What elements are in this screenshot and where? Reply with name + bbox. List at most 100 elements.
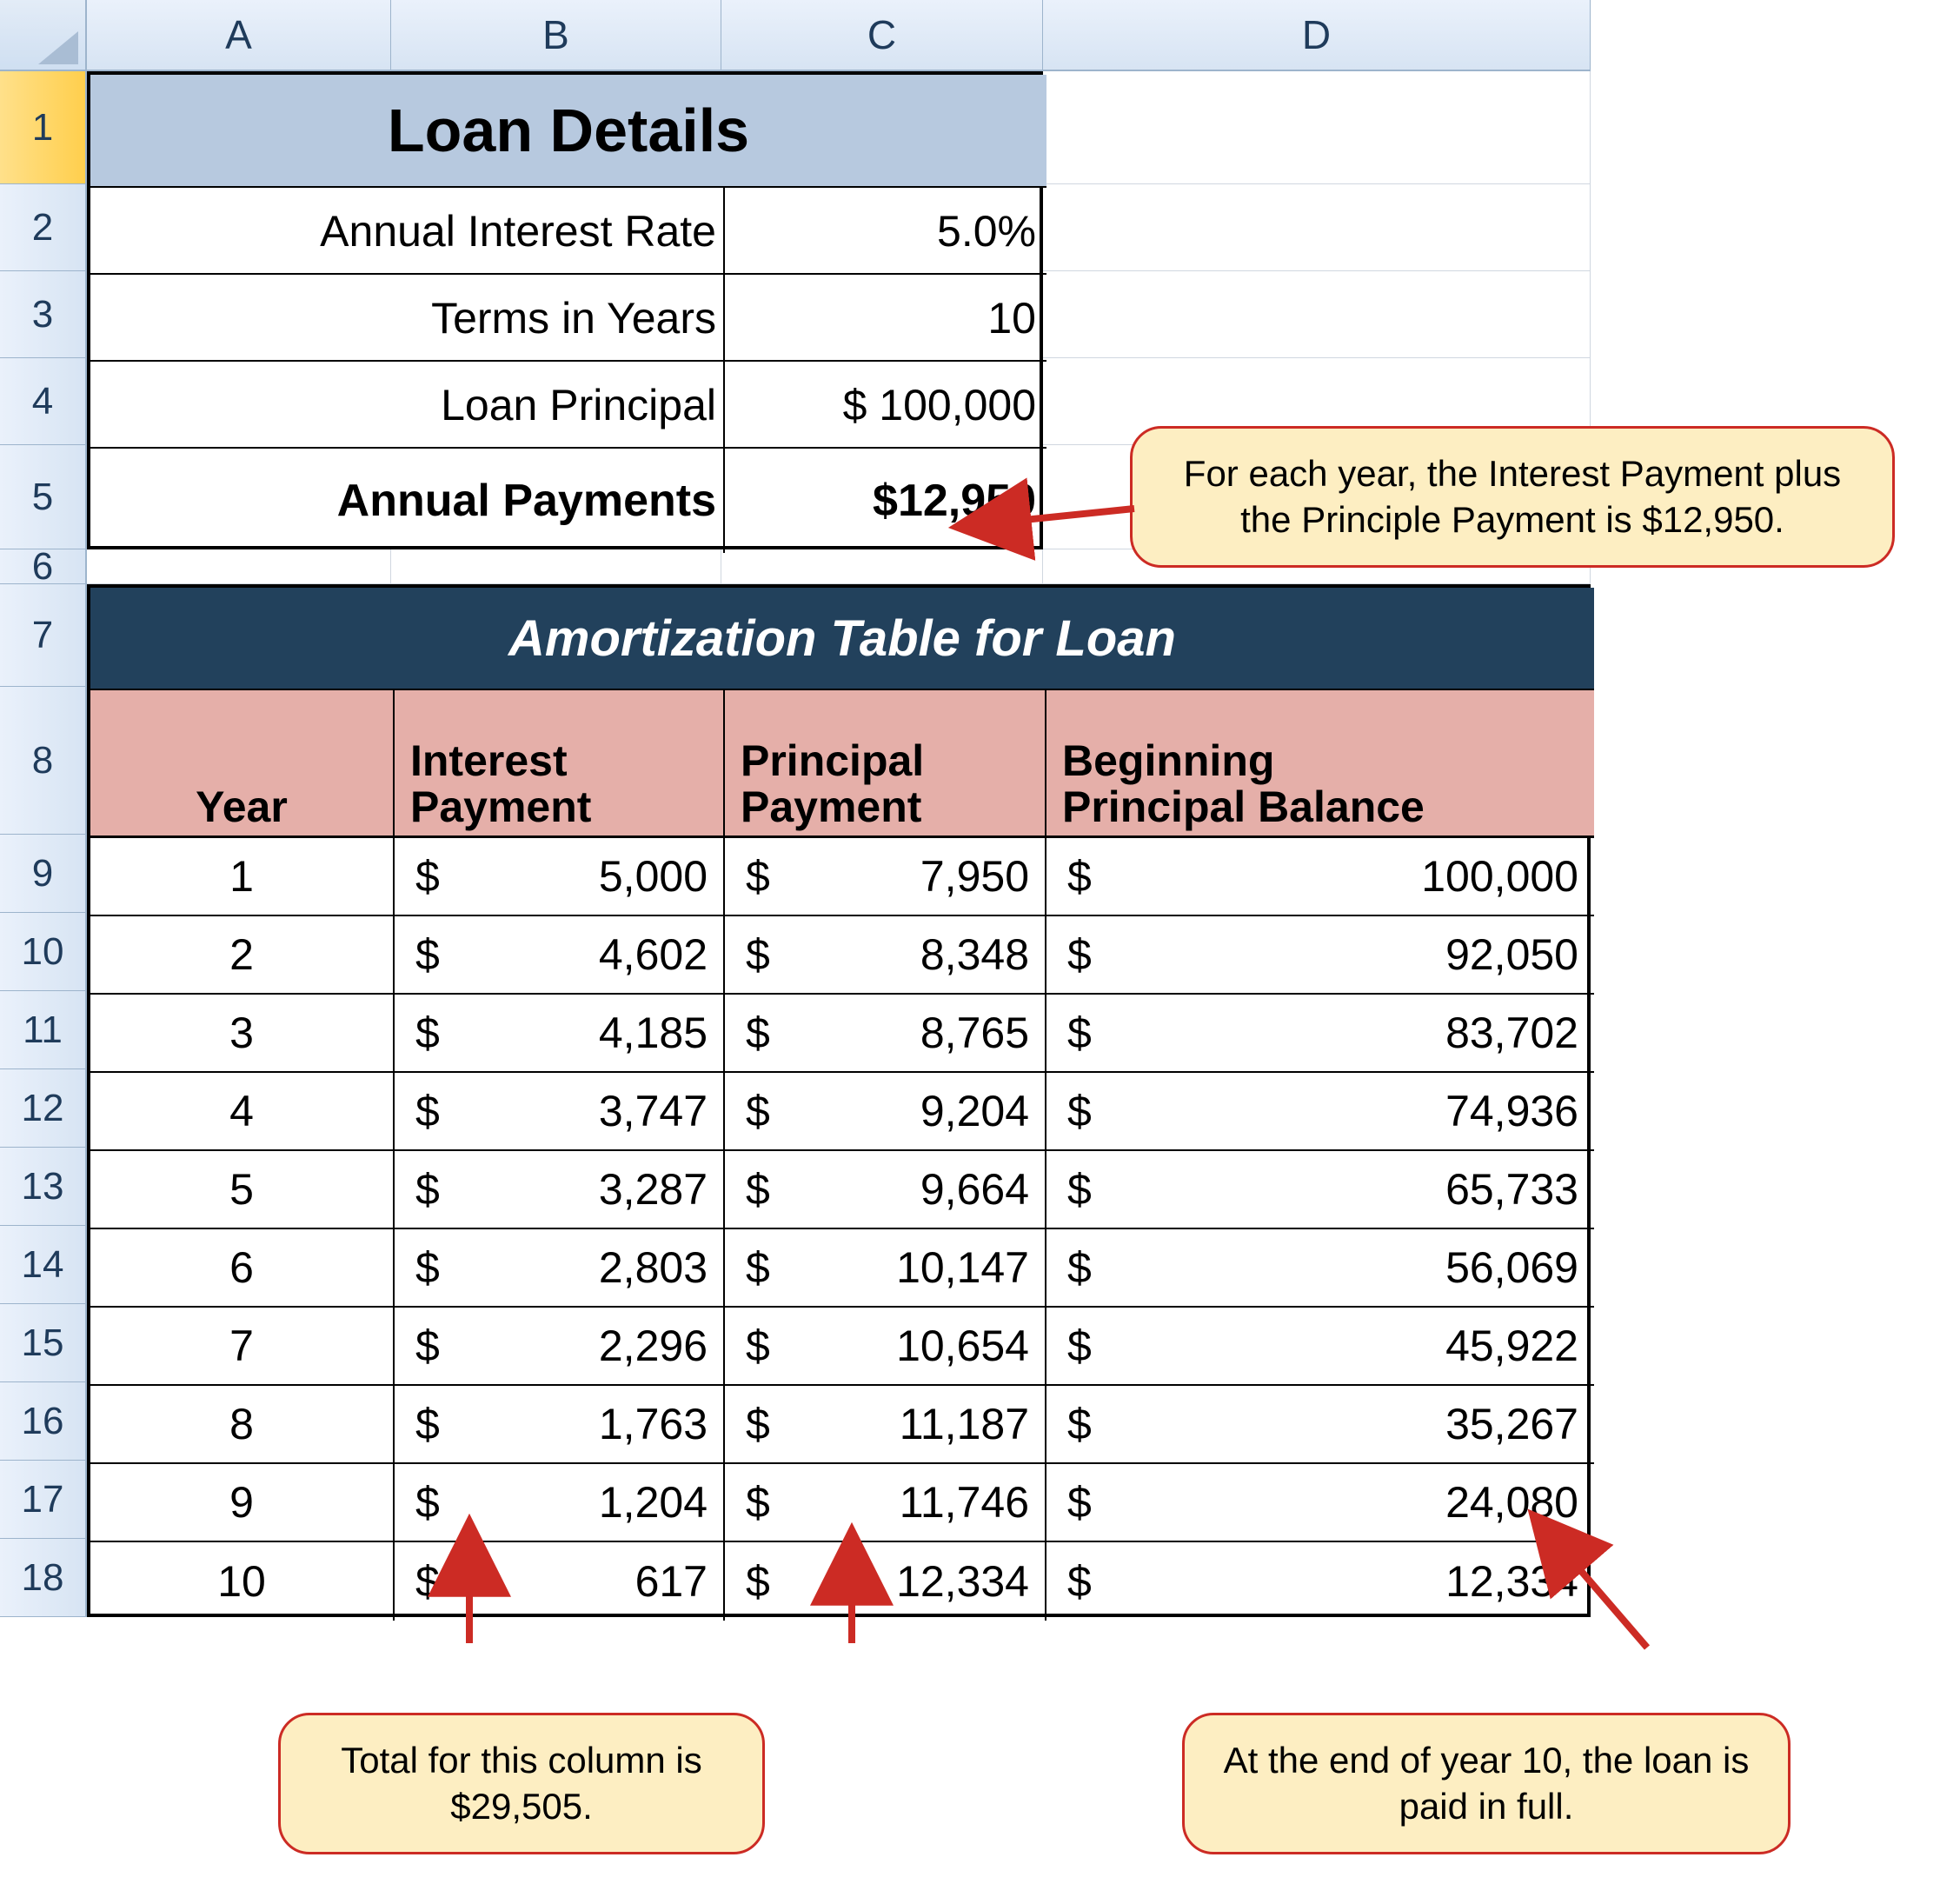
amort-balance: $56,069: [1046, 1229, 1594, 1306]
amort-interest: $2,803: [395, 1229, 725, 1306]
amort-row: 9$1,204$11,746$24,080: [90, 1464, 1594, 1542]
amort-interest-value: 3,747: [599, 1086, 708, 1136]
amortization-header: YearInterest PaymentPrincipal PaymentBeg…: [90, 690, 1594, 838]
amort-interest-value: 5,000: [599, 851, 708, 902]
dollar-sign: $: [746, 1242, 770, 1293]
dollar-sign: $: [1067, 1399, 1092, 1449]
amort-interest-value: 4,602: [599, 929, 708, 980]
amort-year: 2: [90, 916, 395, 993]
column-headers: ABCD: [87, 0, 1591, 71]
row-header-13[interactable]: 13: [0, 1148, 87, 1226]
dollar-sign: $: [415, 1556, 440, 1607]
row-header-12[interactable]: 12: [0, 1069, 87, 1148]
dollar-sign: $: [746, 1399, 770, 1449]
amort-principal-value: 12,334: [896, 1556, 1029, 1607]
amort-year: 10: [90, 1542, 395, 1621]
loan-label: Annual Interest Rate: [90, 188, 725, 275]
row-header-17[interactable]: 17: [0, 1461, 87, 1539]
amort-interest-value: 1,204: [599, 1477, 708, 1528]
cell[interactable]: [87, 549, 391, 584]
row-header-4[interactable]: 4: [0, 358, 87, 445]
amort-principal-value: 10,654: [896, 1321, 1029, 1371]
amort-principal: $9,664: [725, 1151, 1046, 1228]
dollar-sign: $: [746, 1008, 770, 1058]
loan-label: Terms in Years: [90, 275, 725, 362]
callout-annual-payment: For each year, the Interest Payment plus…: [1130, 426, 1895, 568]
row-header-8[interactable]: 8: [0, 687, 87, 835]
amort-balance-value: 12,334: [1445, 1556, 1578, 1607]
row-header-16[interactable]: 16: [0, 1382, 87, 1461]
amort-interest: $3,747: [395, 1073, 725, 1149]
row-header-14[interactable]: 14: [0, 1226, 87, 1304]
amort-interest-value: 3,287: [599, 1164, 708, 1215]
dollar-sign: $: [415, 1321, 440, 1371]
amort-principal: $12,334: [725, 1542, 1046, 1621]
row-header-1[interactable]: 1: [0, 71, 87, 184]
loan-details-title: Loan Details: [90, 75, 1046, 188]
row-header-3[interactable]: 3: [0, 271, 87, 358]
amort-year: 1: [90, 838, 395, 915]
loan-value: $ 100,000: [725, 362, 1046, 449]
dollar-sign: $: [1067, 1556, 1092, 1607]
dollar-sign: $: [746, 1086, 770, 1136]
row-headers: 123456789101112131415161718: [0, 71, 87, 1617]
amort-balance-value: 83,702: [1445, 1008, 1578, 1058]
amort-interest: $4,602: [395, 916, 725, 993]
amort-row: 6$2,803$10,147$56,069: [90, 1229, 1594, 1308]
cell[interactable]: [391, 549, 721, 584]
dollar-sign: $: [1067, 851, 1092, 902]
amort-row: 2$4,602$8,348$92,050: [90, 916, 1594, 995]
row-header-7[interactable]: 7: [0, 584, 87, 687]
amort-interest: $4,185: [395, 995, 725, 1071]
dollar-sign: $: [1067, 1086, 1092, 1136]
amort-interest: $1,763: [395, 1386, 725, 1462]
amort-balance-value: 24,080: [1445, 1477, 1578, 1528]
dollar-sign: $: [746, 1477, 770, 1528]
dollar-sign: $: [746, 1321, 770, 1371]
callout-paid-in-full: At the end of year 10, the loan is paid …: [1182, 1713, 1791, 1854]
row-header-6[interactable]: 6: [0, 549, 87, 584]
amort-principal: $10,147: [725, 1229, 1046, 1306]
annual-payments-value: $12,950: [725, 449, 1046, 553]
amort-principal: $11,746: [725, 1464, 1046, 1541]
amort-interest-value: 1,763: [599, 1399, 708, 1449]
amort-balance-value: 56,069: [1445, 1242, 1578, 1293]
amortization-title: Amortization Table for Loan: [90, 588, 1594, 690]
loan-details-block: Loan Details Annual Interest Rate5.0%Ter…: [87, 71, 1043, 549]
row-header-2[interactable]: 2: [0, 184, 87, 271]
column-header-C[interactable]: C: [721, 0, 1043, 71]
row-header-18[interactable]: 18: [0, 1539, 87, 1617]
amort-interest-value: 2,296: [599, 1321, 708, 1371]
amort-row: 1$5,000$7,950$100,000: [90, 838, 1594, 916]
amort-principal-value: 11,187: [900, 1399, 1029, 1449]
amort-col-header: Interest Payment: [395, 690, 725, 838]
dollar-sign: $: [415, 929, 440, 980]
dollar-sign: $: [1067, 1008, 1092, 1058]
amort-principal: $7,950: [725, 838, 1046, 915]
amort-year: 5: [90, 1151, 395, 1228]
spreadsheet-container: ABCD 123456789101112131415161718 Loan De…: [0, 0, 1960, 1904]
cell[interactable]: [1043, 271, 1591, 358]
cell[interactable]: [1043, 71, 1591, 184]
row-header-5[interactable]: 5: [0, 445, 87, 549]
amort-row: 10$617$12,334$12,334: [90, 1542, 1594, 1621]
amort-principal: $10,654: [725, 1308, 1046, 1384]
cell[interactable]: [1043, 184, 1591, 271]
amort-balance-value: 100,000: [1421, 851, 1578, 902]
amort-row: 4$3,747$9,204$74,936: [90, 1073, 1594, 1151]
loan-value: 10: [725, 275, 1046, 362]
row-header-10[interactable]: 10: [0, 913, 87, 991]
column-header-D[interactable]: D: [1043, 0, 1591, 71]
column-header-A[interactable]: A: [87, 0, 391, 71]
amort-balance-value: 65,733: [1445, 1164, 1578, 1215]
column-header-B[interactable]: B: [391, 0, 721, 71]
row-header-15[interactable]: 15: [0, 1304, 87, 1382]
amort-interest-value: 617: [635, 1556, 708, 1607]
amort-balance: $45,922: [1046, 1308, 1594, 1384]
amort-principal-value: 7,950: [920, 851, 1029, 902]
row-header-9[interactable]: 9: [0, 835, 87, 913]
dollar-sign: $: [746, 1556, 770, 1607]
row-header-11[interactable]: 11: [0, 991, 87, 1069]
cell[interactable]: [721, 549, 1043, 584]
select-all-corner[interactable]: [0, 0, 87, 71]
